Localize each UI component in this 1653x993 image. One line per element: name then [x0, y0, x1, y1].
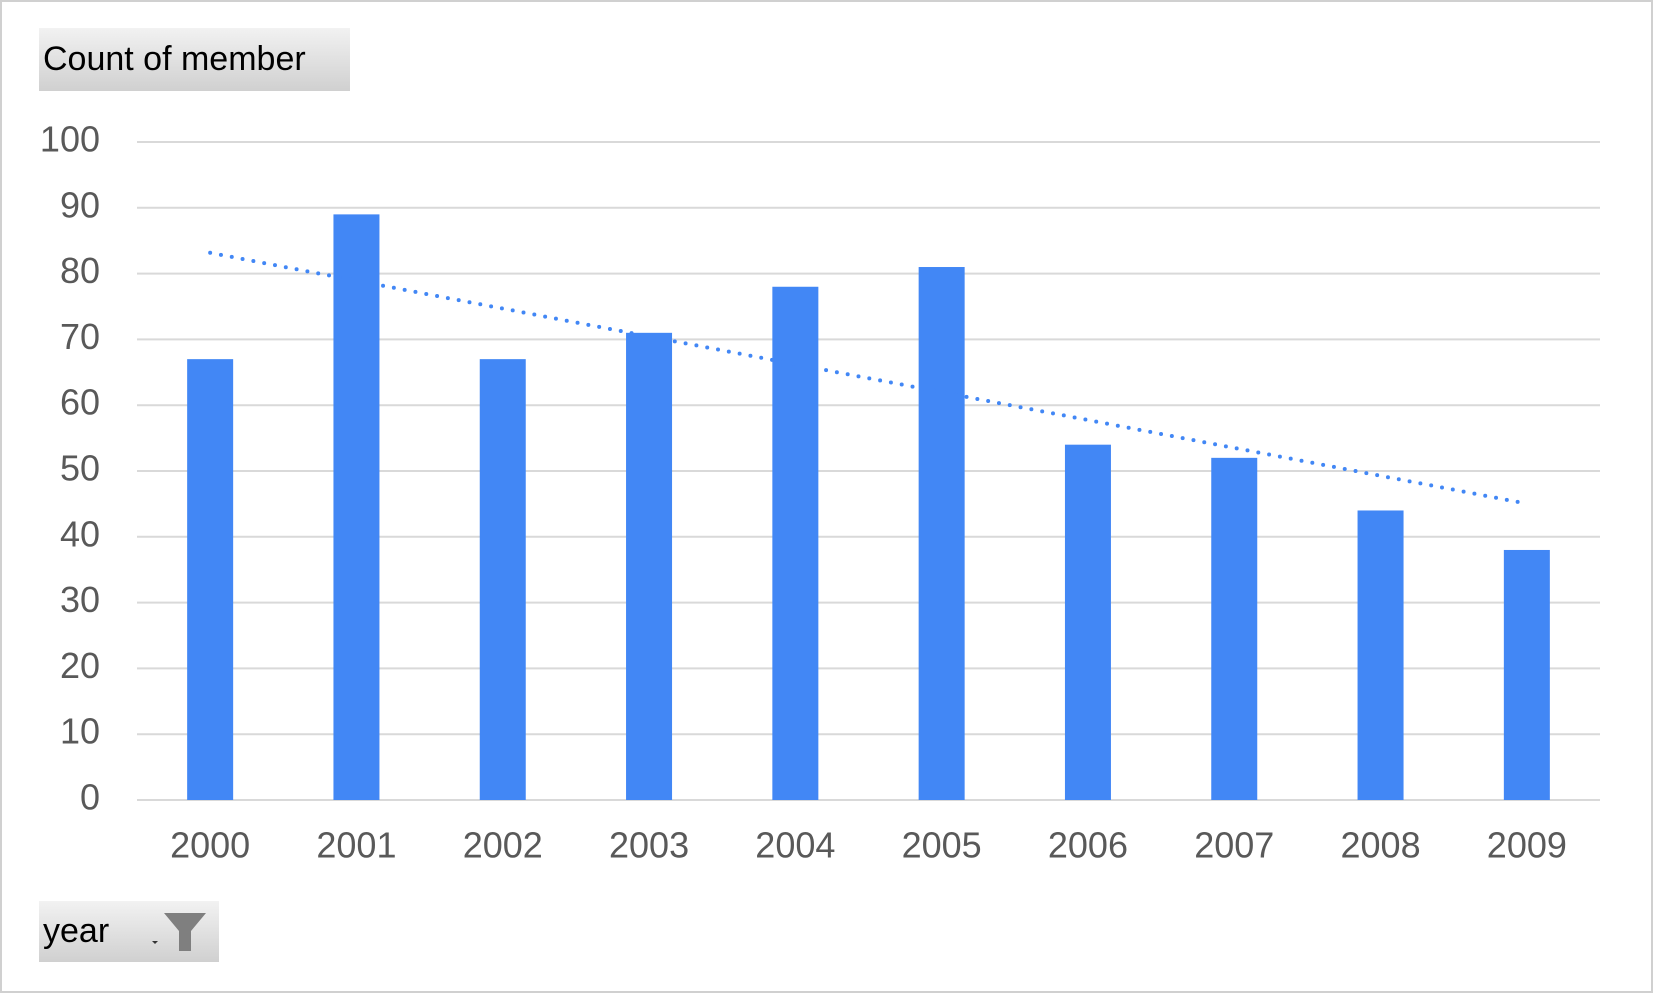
x-tick-label: 2005: [902, 825, 982, 866]
x-tick-label: 2009: [1487, 825, 1567, 866]
x-tick-label: 2002: [463, 825, 543, 866]
value-field-button[interactable]: Count of member: [39, 28, 350, 91]
x-tick-label: 2007: [1194, 825, 1274, 866]
bar: [187, 359, 234, 800]
y-tick-label: 90: [60, 184, 100, 225]
y-tick-label: 70: [60, 316, 100, 357]
x-tick-label: 2006: [1048, 825, 1128, 866]
axis-field-label: year: [43, 912, 109, 950]
axis-field-button[interactable]: year: [39, 901, 219, 962]
x-tick-label: 2001: [316, 825, 396, 866]
y-tick-label: 10: [60, 711, 100, 752]
y-tick-label: 0: [80, 777, 100, 818]
x-tick-label: 2000: [170, 825, 250, 866]
plot-area: 0 10 20 30 40 50 60 70 80 90 100 2000 2001 2002 2003 20…: [40, 119, 1600, 866]
bar: [1064, 444, 1111, 800]
trendline: [208, 250, 1529, 506]
bar: [479, 359, 526, 800]
bar: [1357, 510, 1404, 800]
bar: [626, 332, 673, 800]
x-tick-label: 2004: [755, 825, 835, 866]
value-field-label: Count of member: [43, 40, 306, 78]
bar: [333, 214, 380, 800]
bar: [918, 267, 965, 800]
bar: [772, 286, 819, 800]
bar: [1211, 457, 1258, 800]
x-tick-label: 2003: [609, 825, 689, 866]
x-tick-label: 2008: [1341, 825, 1421, 866]
y-tick-label: 60: [60, 382, 100, 423]
y-tick-label: 40: [60, 513, 100, 554]
dropdown-arrow: [152, 941, 158, 944]
bar: [1503, 549, 1550, 800]
filter-icon: [164, 913, 206, 951]
y-tick-label: 100: [40, 119, 100, 160]
y-tick-label: 80: [60, 250, 100, 291]
y-tick-label: 50: [60, 448, 100, 489]
y-tick-label: 30: [60, 579, 100, 620]
y-tick-label: 20: [60, 645, 100, 686]
button-bg: [39, 28, 350, 91]
